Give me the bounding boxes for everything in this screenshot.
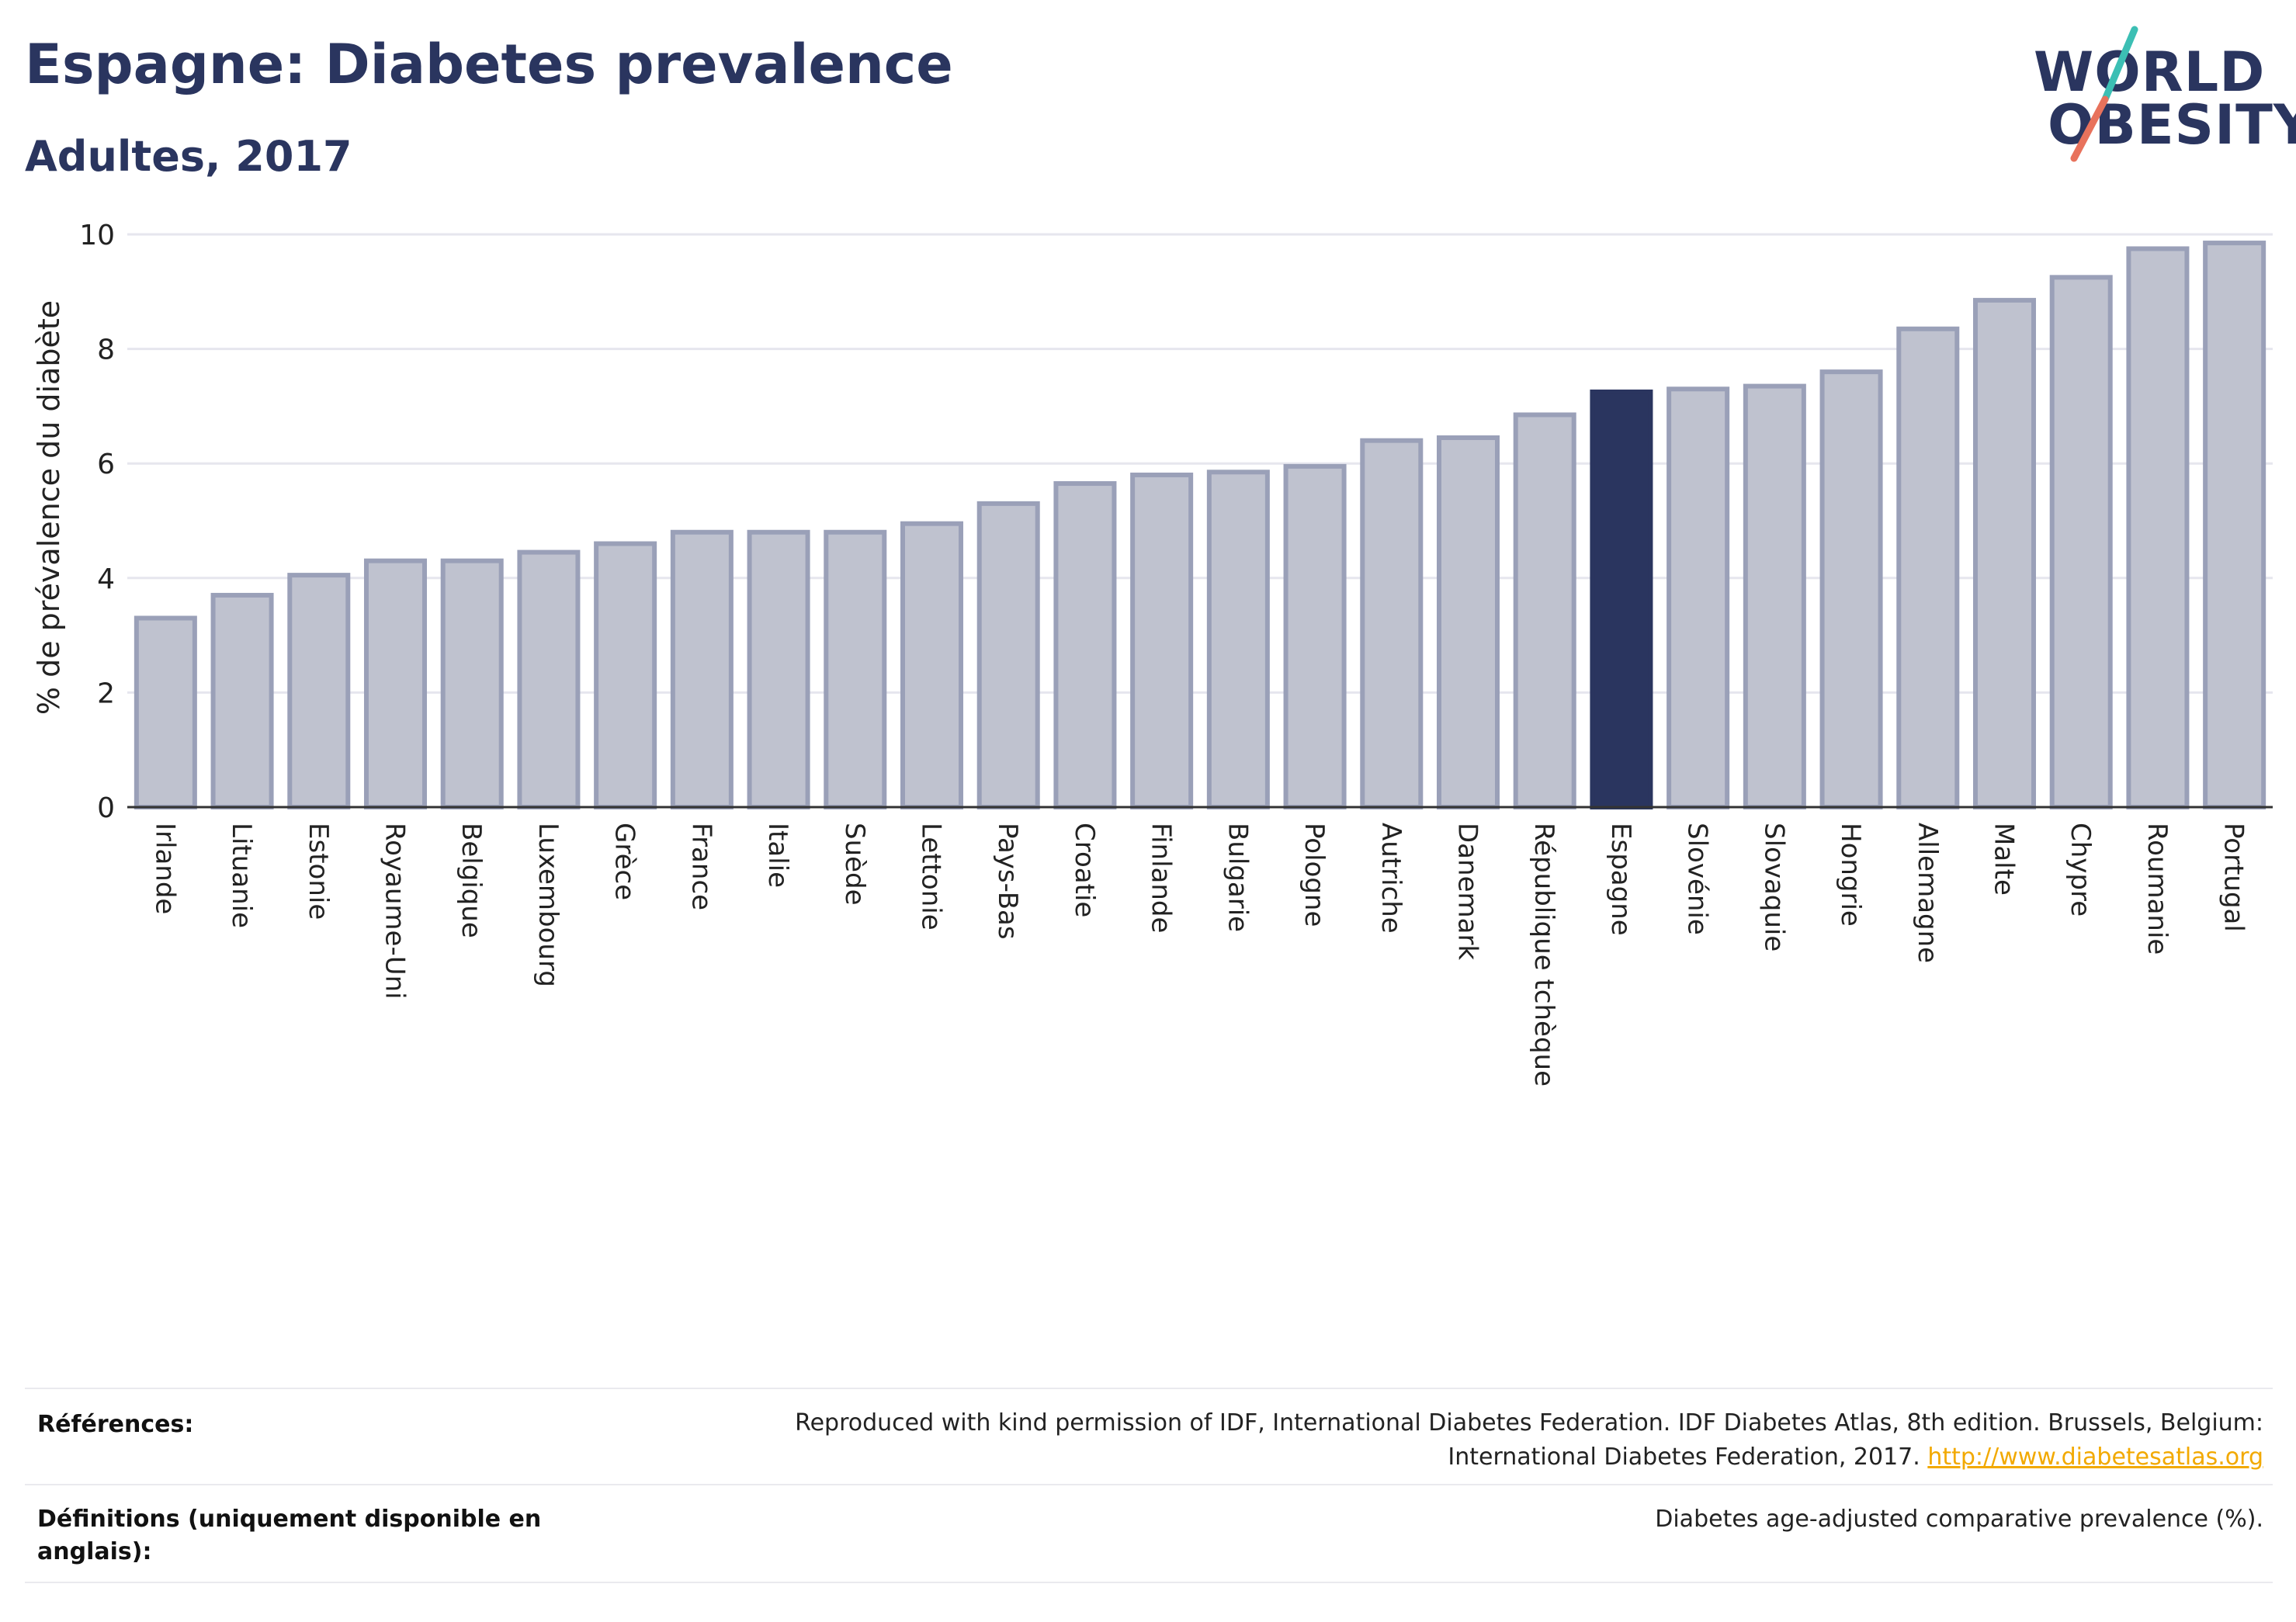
x-tick-label: Slovénie (1682, 823, 1713, 935)
x-tick-label: France (685, 823, 716, 910)
definitions-text: Diabetes age-adjusted comparative preval… (1655, 1506, 2263, 1533)
x-tick-label: Irlande (149, 823, 180, 914)
x-tick-label: Belgique (456, 823, 487, 938)
footer-divider-top (25, 1388, 2273, 1389)
x-tick-label: Roumanie (2142, 823, 2173, 955)
bar-malte (1972, 297, 2037, 810)
references-text-line-2: International Diabetes Federation, 2017.… (1448, 1440, 2263, 1475)
x-tick-label: Slovaquie (1758, 823, 1789, 951)
y-axis-label: % de prévalence du diabète (32, 300, 66, 715)
bar-irlande (134, 615, 197, 810)
x-tick-label: Luxembourg (532, 823, 564, 987)
x-tick-label: Pays-Bas (992, 823, 1023, 940)
y-tick-label: 8 (97, 334, 115, 366)
x-tick-label: République tchèque (1528, 823, 1559, 1087)
bar-royaume-uni (363, 558, 428, 809)
x-tick-label: Espagne (1605, 823, 1636, 936)
bar-italie (747, 529, 810, 809)
bar-danemark (1436, 435, 1500, 809)
bar-pays-bas (976, 501, 1040, 809)
x-tick-label: Suède (839, 823, 870, 906)
bar-allemagne (1896, 326, 1960, 809)
x-tick-label: Finlande (1146, 823, 1177, 933)
bar-lettonie (900, 521, 964, 809)
references-text-line-1: Reproduced with kind permission of IDF, … (795, 1409, 2263, 1437)
x-tick-label: Hongrie (1835, 823, 1866, 927)
x-tick-label: Royaume-Uni (380, 823, 411, 1000)
x-tick-label: Lettonie (916, 823, 947, 931)
x-tick-label: Portugal (2218, 823, 2249, 932)
x-tick-label: Bulgarie (1222, 823, 1253, 932)
bar-roumanie (2126, 246, 2190, 809)
bar-su-de (824, 529, 887, 809)
bar-finlande (1130, 472, 1194, 809)
y-tick-label: 6 (97, 449, 115, 480)
references-link[interactable]: http://www.diabetesatlas.org (1927, 1444, 2263, 1471)
bar-autriche (1360, 438, 1424, 809)
bar-luxembourg (517, 549, 581, 809)
bar-chart: 0 2 4 6 8 10 Irlande Lituanie Estonie Royaume-Un… (32, 220, 2273, 1087)
bar-slovaquie (1743, 383, 1806, 809)
y-tick-labels: 0 2 4 6 8 10 (79, 220, 115, 824)
bar-espagne (1590, 389, 1653, 809)
references-text-2: International Diabetes Federation, 2017. (1448, 1444, 1920, 1471)
x-tick-label: Allemagne (1912, 823, 1943, 963)
y-tick-label: 0 (97, 792, 115, 824)
logo-line-1: WORLD (2034, 40, 2266, 104)
x-tick-label: Pologne (1299, 823, 1330, 927)
bar-pologne (1283, 463, 1347, 809)
y-tick-label: 4 (97, 563, 115, 595)
page-subtitle: Adultes, 2017 (25, 132, 352, 181)
page-title: Espagne: Diabetes prevalence (25, 33, 953, 96)
x-tick-label: Chypre (2065, 823, 2096, 917)
footer-divider-middle (25, 1484, 2273, 1485)
bar-estonie (287, 573, 351, 809)
x-tick-label: Italie (762, 823, 793, 888)
definitions-label-line-1: Définitions (uniquement disponible en (37, 1506, 542, 1533)
bar-hongrie (1819, 369, 1883, 809)
bar-bulgarie (1206, 470, 1270, 809)
bar-croatie (1053, 481, 1117, 809)
x-tick-labels: Irlande Lituanie Estonie Royaume-Uni Belgiqu… (149, 823, 2249, 1087)
bar-r-publique-tch-que (1513, 412, 1576, 809)
x-tick-label: Malte (1989, 823, 2020, 896)
world-obesity-logo: WORLD OBESITY (2018, 22, 2296, 169)
bar-slov-nie (1667, 386, 1730, 809)
bars (134, 241, 2267, 810)
bar-france (670, 529, 734, 809)
x-tick-label: Croatie (1069, 823, 1100, 917)
x-tick-label: Estonie (303, 823, 334, 920)
bar-belgique (440, 558, 504, 809)
x-tick-label: Danemark (1452, 823, 1483, 960)
x-tick-label: Lituanie (226, 823, 257, 928)
bar-chypre (2049, 275, 2113, 810)
logo-slash-icon (2070, 26, 2138, 162)
references-label: Références: (37, 1411, 194, 1438)
x-tick-label: Grèce (609, 823, 640, 900)
x-tick-label: Autriche (1375, 823, 1406, 934)
y-tick-label: 10 (79, 220, 115, 251)
definitions-label-line-2: anglais): (37, 1538, 152, 1565)
bar-gr-ce (594, 541, 657, 809)
footer-divider-bottom (25, 1582, 2273, 1583)
y-tick-label: 2 (97, 678, 115, 709)
bar-lituanie (210, 592, 274, 809)
bar-portugal (2203, 241, 2267, 809)
